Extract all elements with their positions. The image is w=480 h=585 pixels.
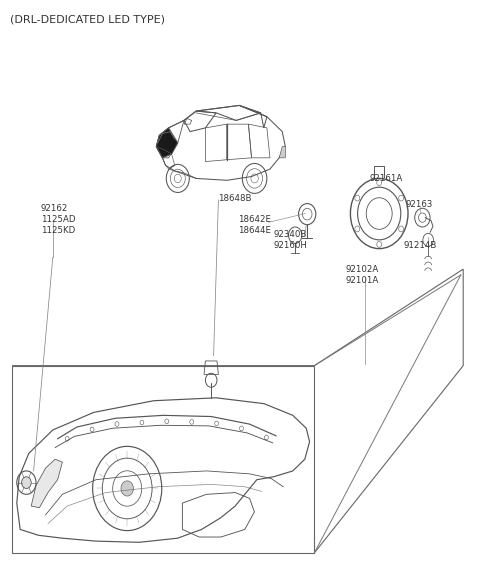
Polygon shape [156, 128, 178, 158]
Circle shape [90, 427, 94, 432]
Text: 18648B: 18648B [218, 194, 252, 204]
Circle shape [240, 426, 243, 431]
Circle shape [355, 226, 360, 232]
Circle shape [190, 419, 193, 424]
Polygon shape [31, 459, 62, 508]
Circle shape [355, 195, 360, 201]
Text: 91214B: 91214B [403, 241, 437, 250]
Circle shape [215, 421, 218, 426]
Circle shape [377, 242, 382, 247]
Circle shape [115, 422, 119, 426]
Text: 18642E
18644E: 18642E 18644E [238, 215, 271, 235]
Text: 92161A: 92161A [370, 174, 403, 183]
Circle shape [22, 477, 31, 488]
Text: 92102A
92101A: 92102A 92101A [346, 265, 379, 285]
Polygon shape [279, 147, 285, 158]
Circle shape [264, 435, 268, 440]
Circle shape [165, 419, 169, 424]
Circle shape [121, 481, 133, 496]
Circle shape [399, 195, 404, 201]
Bar [12, 366, 314, 553]
Text: 92162
1125AD
1125KD: 92162 1125AD 1125KD [41, 204, 75, 235]
Text: 92163: 92163 [406, 200, 433, 209]
Text: (DRL-DEDICATED LED TYPE): (DRL-DEDICATED LED TYPE) [10, 15, 165, 25]
Circle shape [399, 226, 404, 232]
Circle shape [140, 420, 144, 425]
Text: 92340B
92160H: 92340B 92160H [274, 230, 308, 250]
Circle shape [65, 436, 69, 441]
Circle shape [377, 180, 382, 185]
